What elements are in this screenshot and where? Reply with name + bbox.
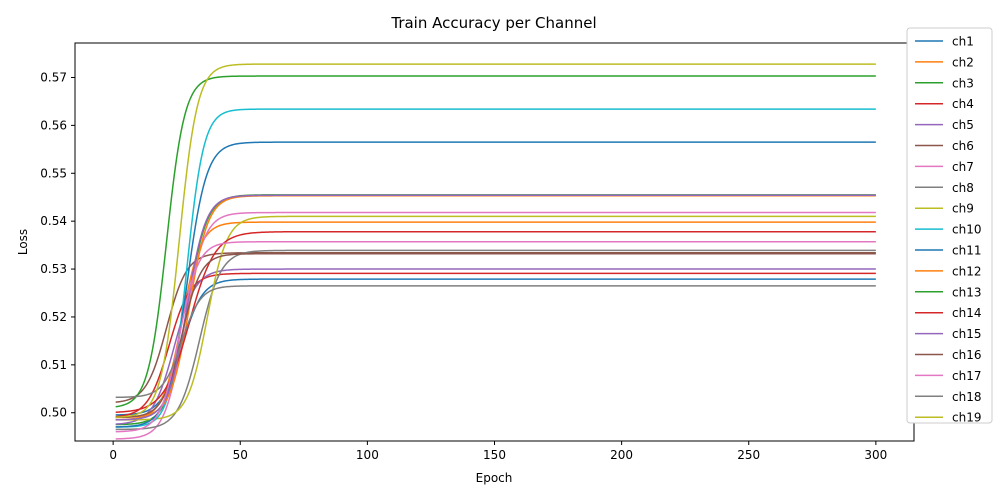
series-line-ch15 bbox=[115, 194, 876, 421]
chart-title: Train Accuracy per Channel bbox=[390, 14, 596, 32]
legend-label-ch13: ch13 bbox=[952, 285, 981, 299]
y-tick-label: 0.57 bbox=[40, 70, 67, 84]
plot-area: 0 50 100 150 200 250 300 0.50 0.51 0.52 0.53 0.54 0.… bbox=[40, 42, 915, 462]
legend-label-ch9: ch9 bbox=[952, 202, 974, 216]
series-line-ch1 bbox=[115, 278, 876, 416]
legend-label-ch2: ch2 bbox=[952, 55, 974, 69]
y-tick-label: 0.55 bbox=[40, 166, 67, 180]
x-tick-label: 150 bbox=[483, 448, 506, 462]
series-line-ch8 bbox=[115, 249, 876, 431]
legend-label-ch12: ch12 bbox=[952, 264, 981, 278]
y-tick-label: 0.51 bbox=[40, 358, 67, 372]
x-tick-label: 100 bbox=[356, 448, 379, 462]
legend-label-ch15: ch15 bbox=[952, 327, 981, 341]
series-line-ch13 bbox=[115, 75, 876, 408]
legend-label-ch17: ch17 bbox=[952, 369, 981, 383]
x-tick-label: 300 bbox=[864, 448, 887, 462]
y-tick-label: 0.50 bbox=[40, 406, 67, 420]
series-line-ch14 bbox=[115, 230, 876, 413]
series-line-ch19 bbox=[115, 63, 876, 418]
x-tick-label: 250 bbox=[737, 448, 760, 462]
legend-label-ch19: ch19 bbox=[952, 411, 981, 425]
series-line-ch4 bbox=[115, 272, 876, 418]
legend-label-ch14: ch14 bbox=[952, 306, 981, 320]
y-axis-label: Loss bbox=[16, 229, 30, 255]
series-line-ch10 bbox=[115, 108, 876, 428]
series-line-ch16 bbox=[115, 252, 876, 419]
series-line-ch17 bbox=[115, 241, 876, 433]
y-tick-label: 0.54 bbox=[40, 214, 67, 228]
series-line-ch11 bbox=[115, 141, 876, 428]
x-axis-label: Epoch bbox=[476, 471, 513, 485]
legend-label-ch3: ch3 bbox=[952, 76, 974, 90]
series-line-ch18 bbox=[115, 285, 876, 399]
y-tick-label: 0.52 bbox=[40, 310, 67, 324]
legend-box bbox=[906, 27, 993, 424]
legend-label-ch8: ch8 bbox=[952, 181, 974, 195]
series-line-ch5 bbox=[115, 268, 876, 425]
legend-label-ch10: ch10 bbox=[952, 223, 981, 237]
y-tick-label: 0.56 bbox=[40, 118, 67, 132]
legend: ch1 ch2 ch3 ch4 ch5 ch6 ch7 ch8 ch9 ch10 ch11 ch12 c… bbox=[906, 27, 993, 425]
legend-label-ch7: ch7 bbox=[952, 160, 974, 174]
series-line-ch6 bbox=[115, 252, 876, 403]
y-tick-label: 0.53 bbox=[40, 262, 67, 276]
series-line-ch12 bbox=[115, 195, 876, 419]
legend-label-ch11: ch11 bbox=[952, 244, 981, 258]
x-tick-label: 200 bbox=[610, 448, 633, 462]
series-line-ch3 bbox=[115, 194, 876, 426]
x-tick-label: 0 bbox=[109, 448, 117, 462]
series-line-ch9 bbox=[115, 215, 876, 421]
legend-label-ch5: ch5 bbox=[952, 118, 974, 132]
legend-label-ch1: ch1 bbox=[952, 35, 974, 49]
series-line-ch2 bbox=[115, 221, 876, 421]
legend-label-ch6: ch6 bbox=[952, 139, 974, 153]
x-tick-label: 50 bbox=[233, 448, 248, 462]
legend-label-ch16: ch16 bbox=[952, 348, 981, 362]
legend-label-ch18: ch18 bbox=[952, 390, 981, 404]
legend-label-ch4: ch4 bbox=[952, 97, 974, 111]
series-line-ch7 bbox=[115, 211, 876, 440]
